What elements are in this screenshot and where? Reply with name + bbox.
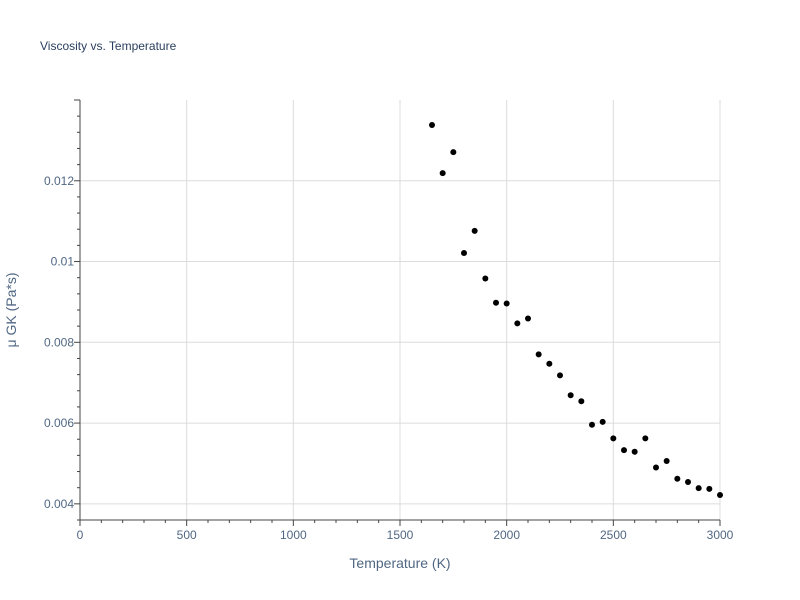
data-point xyxy=(674,475,681,482)
tick-layer: 0 500 1000 1500 2000 2500 3000 0.004 0.006 0.008 0… xyxy=(44,174,734,542)
x-tick-label: 3000 xyxy=(707,528,734,542)
x-tick-label: 2500 xyxy=(600,528,627,542)
data-point xyxy=(546,360,553,367)
axis-layer xyxy=(74,99,721,526)
data-point xyxy=(589,421,595,428)
x-axis-title: Temperature (K) xyxy=(349,555,450,571)
data-point xyxy=(653,464,659,471)
data-point xyxy=(685,479,691,486)
y-tick-label: 0.01 xyxy=(51,255,75,269)
y-tick-label: 0.012 xyxy=(44,174,74,188)
data-point xyxy=(717,491,723,498)
data-point xyxy=(599,418,606,425)
data-point xyxy=(621,447,627,454)
x-tick-label: 1500 xyxy=(387,528,414,542)
data-point xyxy=(610,435,617,442)
data-point xyxy=(642,435,649,442)
data-point xyxy=(578,398,585,405)
data-point xyxy=(503,300,510,307)
data-points xyxy=(429,122,723,498)
grid-layer xyxy=(80,100,721,520)
data-point xyxy=(514,320,521,327)
data-point xyxy=(525,315,531,322)
data-point xyxy=(557,372,563,379)
y-tick-label: 0.006 xyxy=(44,416,74,430)
data-point xyxy=(450,149,457,156)
x-tick-label: 0 xyxy=(77,528,84,542)
data-point xyxy=(631,448,638,455)
data-point xyxy=(461,250,467,257)
data-point xyxy=(493,299,499,306)
data-point xyxy=(567,392,574,399)
data-point xyxy=(663,458,670,465)
x-tick-label: 500 xyxy=(177,528,197,542)
data-point xyxy=(535,351,542,358)
data-point xyxy=(695,485,702,492)
x-tick-label: 2000 xyxy=(493,528,520,542)
data-point xyxy=(439,170,446,177)
data-point xyxy=(482,275,489,282)
y-axis-title: μ GK (Pa*s) xyxy=(3,273,19,348)
y-tick-label: 0.004 xyxy=(44,497,74,511)
data-point xyxy=(471,227,478,234)
x-tick-label: 1000 xyxy=(280,528,307,542)
y-tick-label: 0.008 xyxy=(44,335,74,349)
chart-title: Viscosity vs. Temperature xyxy=(40,39,177,53)
data-point xyxy=(429,122,435,129)
data-point xyxy=(706,485,713,492)
